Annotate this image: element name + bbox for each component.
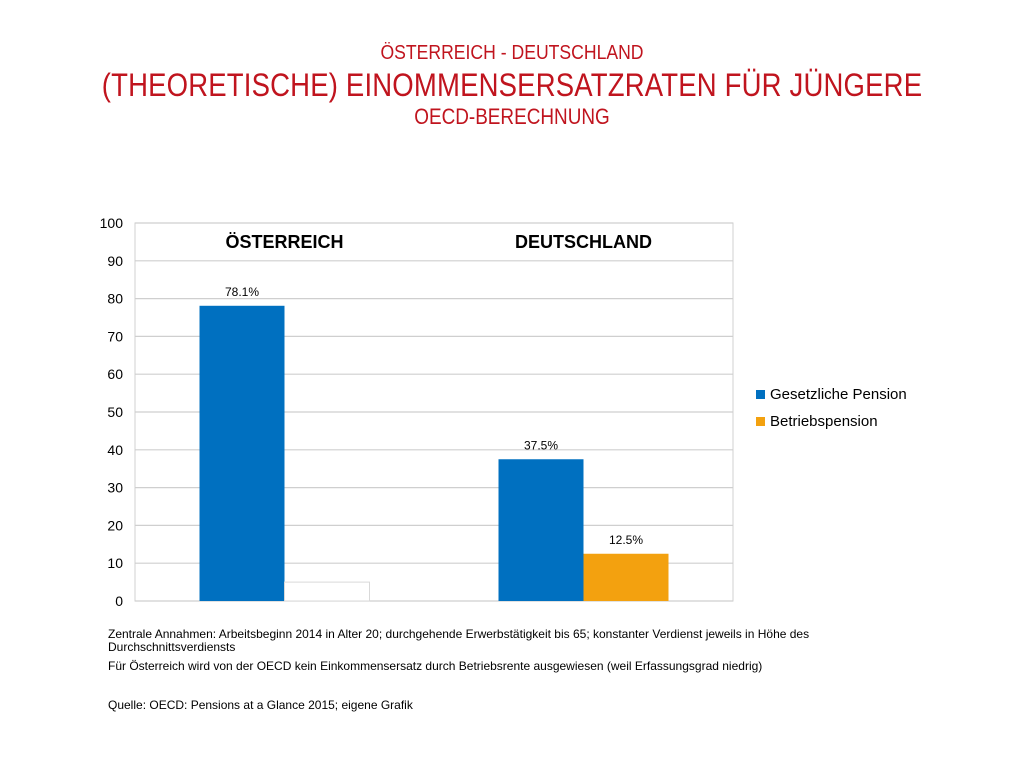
y-tick-label: 40 bbox=[107, 442, 123, 458]
y-tick-label: 20 bbox=[107, 517, 123, 533]
page-title: (THEORETISCHE) EINOMMENSERSATZRATEN FÜR … bbox=[101, 67, 923, 103]
assumptions-note: Zentrale Annahmen: Arbeitsbeginn 2014 in… bbox=[108, 627, 810, 654]
bar bbox=[498, 459, 584, 601]
y-tick-label: 0 bbox=[115, 593, 123, 609]
category-label: ÖSTERREICH bbox=[225, 232, 343, 252]
y-tick-label: 90 bbox=[107, 253, 123, 269]
source-note: Quelle: OECD: Pensions at a Glance 2015;… bbox=[108, 698, 413, 712]
bar bbox=[583, 553, 669, 601]
y-tick-label: 10 bbox=[107, 555, 123, 571]
y-tick-label: 70 bbox=[107, 328, 123, 344]
y-tick-label: 50 bbox=[107, 404, 123, 420]
footnotes: Zentrale Annahmen: Arbeitsbeginn 2014 in… bbox=[108, 628, 908, 712]
title-subtitle: OECD-BERECHNUNG bbox=[414, 104, 610, 129]
title-block: ÖSTERREICH - DEUTSCHLAND (THEORETISCHE) … bbox=[0, 40, 1024, 130]
legend-entry: Gesetzliche Pension bbox=[770, 386, 907, 403]
bar bbox=[199, 305, 285, 601]
data-label: 37.5% bbox=[524, 438, 558, 452]
y-tick-label: 30 bbox=[107, 480, 123, 496]
legend-entry: Betriebspension bbox=[770, 413, 878, 430]
data-label: 12.5% bbox=[609, 533, 643, 547]
legend-swatch bbox=[756, 390, 765, 399]
austria-note: Für Österreich wird von der OECD kein Ei… bbox=[108, 659, 763, 673]
bar bbox=[284, 581, 370, 602]
y-tick-label: 100 bbox=[100, 215, 124, 231]
y-tick-label: 60 bbox=[107, 366, 123, 382]
title-top: ÖSTERREICH - DEUTSCHLAND bbox=[380, 42, 644, 64]
data-label: 78.1% bbox=[225, 285, 259, 299]
legend-swatch bbox=[756, 417, 765, 426]
bar-chart: 0 10 20 30 40 50 60 70 80 90 100 78.1% 37.5% 12.5% ÖST… bbox=[100, 215, 907, 609]
category-label: DEUTSCHLAND bbox=[515, 232, 652, 252]
y-tick-label: 80 bbox=[107, 291, 123, 307]
